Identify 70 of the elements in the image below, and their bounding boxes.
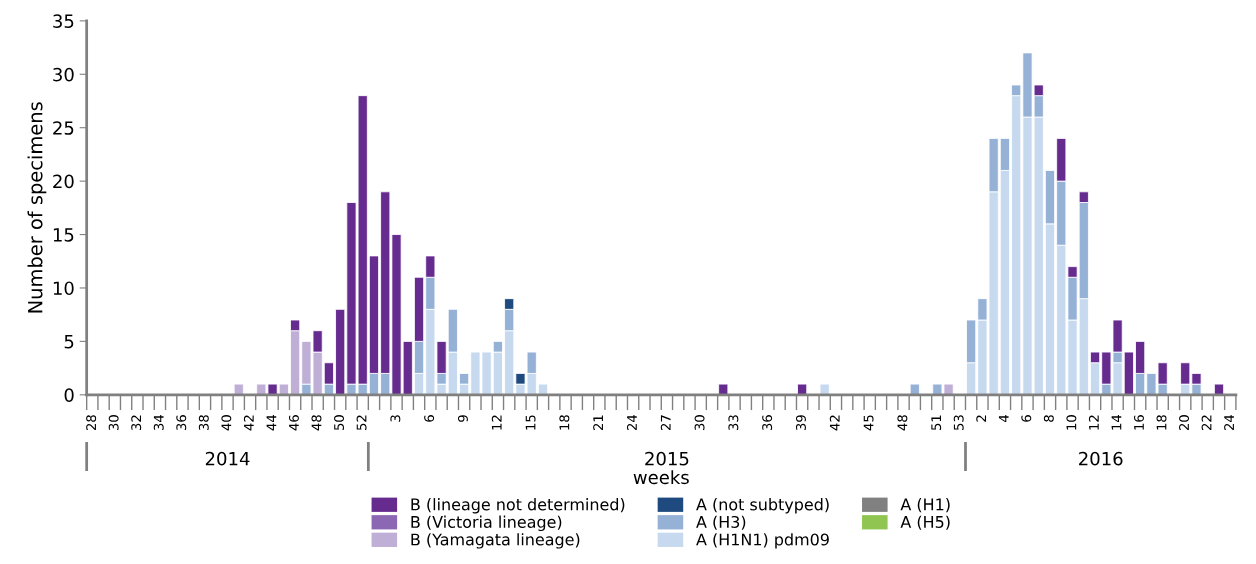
x-tick-label: 6 (1021, 415, 1032, 422)
legend-label: B (Yamagata lineage) (411, 533, 580, 549)
x-tick-label: 39 (795, 415, 806, 431)
x-axis-title: weeks (633, 470, 689, 485)
x-tick-label: 27 (660, 415, 671, 431)
x-tick-label: 21 (593, 415, 603, 431)
y-tick-label: 20 (53, 174, 74, 189)
x-tick-label: 36 (176, 415, 187, 431)
x-tick-label: 28 (86, 415, 97, 431)
x-tick-label: 18 (1156, 415, 1167, 430)
x-tick-label: 36 (762, 415, 773, 431)
x-tick-label: 8 (1043, 415, 1054, 422)
legend-label: A (H1N1) pdm09 (696, 533, 829, 549)
y-tick-label: 25 (53, 121, 74, 135)
text: 2015 (645, 451, 689, 466)
x-tick-label: 22 (1201, 415, 1212, 431)
x-tick-label: 42 (829, 415, 840, 431)
legend-label: A (H3) (696, 515, 746, 530)
text: 2016 (1079, 451, 1123, 466)
bar (819, 383, 830, 395)
legend-label: A (not subtyped) (696, 498, 829, 514)
x-tick-label: 38 (198, 415, 209, 431)
x-tick-label: 14 (1111, 414, 1122, 430)
legend-label: A (H1) (900, 498, 950, 513)
x-tick-label: 46 (288, 415, 299, 431)
x-tick-label: 24 (626, 414, 637, 431)
x-tick-label: 15 (525, 415, 536, 430)
bar (718, 383, 729, 395)
x-tick-label: 4 (998, 414, 1009, 422)
x-tick-label: 12 (491, 415, 502, 430)
x-tick-label: 34 (153, 414, 164, 431)
x-tick-label: 18 (559, 415, 570, 430)
x-tick-label: 48 (897, 415, 908, 431)
y-tick-label: 5 (64, 335, 74, 349)
x-tick-label: 3 (390, 415, 401, 422)
x-tick-label: 16 (1133, 415, 1144, 430)
x-tick-label: 32 (131, 415, 142, 431)
y-tick-label: 30 (53, 67, 74, 82)
y-tick-label: 10 (53, 281, 74, 296)
x-tick-label: 53 (953, 415, 964, 431)
x-tick-label: 52 (356, 415, 367, 431)
x-tick-label: 6 (424, 415, 435, 422)
x-tick-label: 50 (334, 415, 344, 431)
x-tick-label: 45 (863, 415, 874, 431)
y-tick-label: 35 (53, 14, 74, 28)
text: 2014 (205, 451, 250, 466)
x-tick-label: 44 (266, 414, 277, 431)
y-axis-title: Number of specimens (27, 102, 47, 313)
x-tick-label: 51 (931, 415, 942, 431)
bar (797, 383, 808, 395)
bar (233, 383, 244, 395)
legend-label: A (H5) (900, 515, 950, 530)
x-tick-label: 20 (1179, 415, 1190, 431)
x-tick-label: 48 (311, 415, 322, 431)
x-tick-label: 30 (694, 415, 705, 431)
y-tick-label: 0 (64, 388, 74, 402)
x-tick-label: 33 (728, 415, 739, 431)
x-tick-label: 2 (976, 415, 987, 422)
x-tick-label: 10 (1066, 415, 1077, 430)
x-tick-label: 9 (457, 415, 468, 422)
bar (1213, 383, 1225, 395)
x-tick-label: 42 (243, 415, 254, 431)
legend-label: B (Victoria lineage) (411, 515, 562, 532)
bar (909, 383, 920, 395)
x-tick-label: 12 (1088, 415, 1099, 430)
x-tick-label: 24 (1224, 414, 1234, 431)
x-tick-label: 40 (221, 415, 232, 431)
legend-label: B (lineage not determined) (411, 498, 625, 514)
x-tick-label: 30 (108, 415, 119, 431)
y-tick-label: 15 (53, 228, 74, 242)
